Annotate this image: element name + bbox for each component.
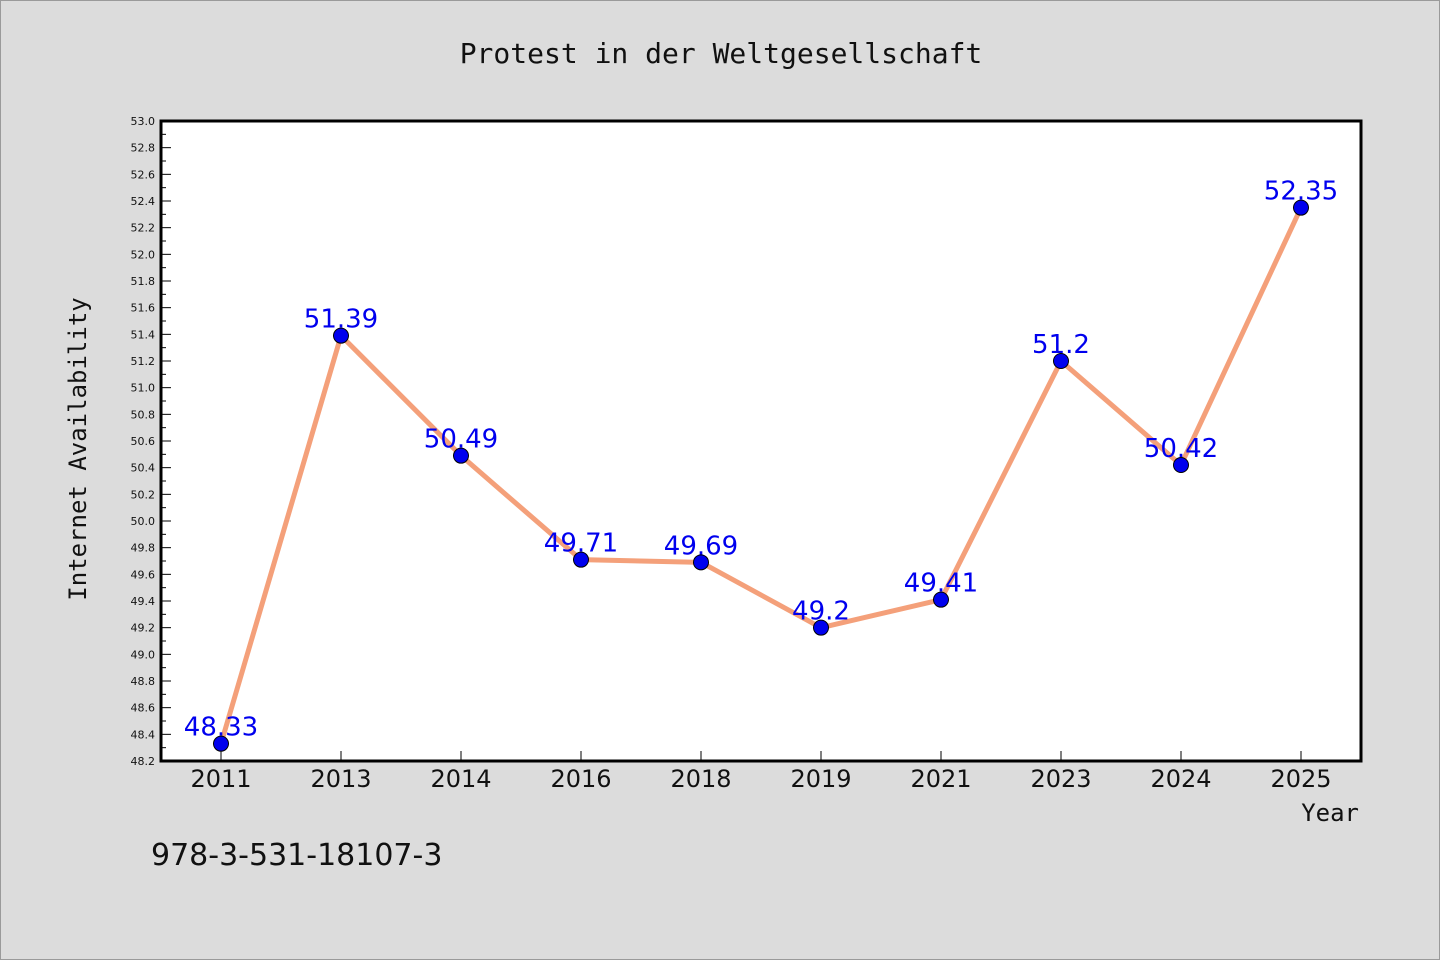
- data-point: [693, 554, 709, 571]
- x-axis-label: Year: [1301, 799, 1359, 827]
- data-label: 50.49: [424, 425, 498, 455]
- plot-area: [159, 119, 1363, 763]
- x-tick-label: 2013: [310, 765, 371, 793]
- data-label: 49.41: [904, 569, 978, 599]
- y-tick-label: 48.2: [131, 755, 156, 768]
- data-label: 51.39: [304, 305, 378, 335]
- y-tick-label: 48.8: [131, 675, 156, 688]
- data-point: [453, 447, 469, 464]
- footer-isbn: 978-3-531-18107-3: [151, 838, 442, 873]
- y-tick-label: 50.2: [131, 488, 156, 501]
- series-line: [218, 205, 1304, 747]
- y-tick-label: 51.2: [131, 355, 156, 368]
- x-tick-label: 2016: [550, 765, 611, 793]
- data-point: [1173, 457, 1189, 473]
- data-label: 52.35: [1264, 177, 1338, 207]
- x-axis: 2011 2013 2014 2016 2018 2019 2021 2023 2024 2025: [190, 751, 1332, 793]
- data-label: 49.69: [664, 531, 738, 561]
- y-tick-label: 53.0: [131, 115, 156, 128]
- y-tick-label: 52.2: [131, 222, 156, 235]
- x-tick-label: 2014: [430, 765, 491, 793]
- x-tick-label: 2023: [1030, 765, 1091, 793]
- data-point: [573, 551, 589, 568]
- data-point: [933, 591, 949, 608]
- y-tick-label: 49.2: [131, 622, 156, 635]
- y-tick-label: 51.6: [131, 302, 156, 315]
- y-tick-label: 50.0: [131, 515, 156, 528]
- x-tick-label: 2019: [790, 765, 851, 793]
- y-tick-label: 52.8: [131, 142, 156, 155]
- chart-title: Protest in der Weltgesellschaft: [460, 37, 983, 70]
- data-point: [333, 327, 349, 344]
- y-tick-label: 49.8: [131, 542, 156, 555]
- series-layer: 48.33 51.39 50.49 49.71 49.69 49.2 49.41 51.2 50…: [184, 177, 1338, 752]
- data-label: 50.42: [1144, 434, 1218, 464]
- y-tick-label: 49.6: [131, 568, 156, 581]
- data-point: [813, 619, 829, 636]
- data-label: 48.33: [184, 713, 258, 743]
- y-tick-label: 48.6: [131, 702, 156, 715]
- y-tick-label: 52.0: [131, 248, 156, 261]
- x-tick-label: 2024: [1150, 765, 1211, 793]
- data-point: [213, 735, 229, 752]
- data-point: [1053, 353, 1069, 369]
- x-tick-label: 2011: [190, 765, 251, 793]
- y-axis: 48.2 48.4 48.6 48.8 49.0 49.2 49.4 49.6 49.8 50.0…: [131, 115, 171, 768]
- data-label: 49.71: [544, 529, 618, 559]
- data-label: 51.2: [1032, 330, 1090, 360]
- y-axis-label: Internet Availability: [64, 297, 92, 600]
- x-tick-label: 2021: [910, 765, 971, 793]
- y-tick-label: 51.0: [131, 382, 156, 395]
- y-tick-label: 49.0: [131, 648, 156, 661]
- data-label: 49.2: [792, 597, 850, 627]
- y-tick-label: 48.4: [131, 728, 156, 741]
- y-tick-label: 52.6: [131, 168, 156, 181]
- y-tick-label: 51.8: [131, 275, 156, 288]
- x-tick-label: 2018: [670, 765, 731, 793]
- x-tick-label: 2025: [1270, 765, 1331, 793]
- y-tick-label: 49.4: [131, 595, 156, 608]
- y-tick-label: 52.4: [131, 195, 156, 208]
- y-tick-label: 50.4: [131, 462, 156, 475]
- y-tick-label: 50.8: [131, 408, 156, 421]
- y-tick-label: 51.4: [131, 328, 156, 341]
- data-point: [1293, 199, 1309, 216]
- y-tick-label: 50.6: [131, 435, 156, 448]
